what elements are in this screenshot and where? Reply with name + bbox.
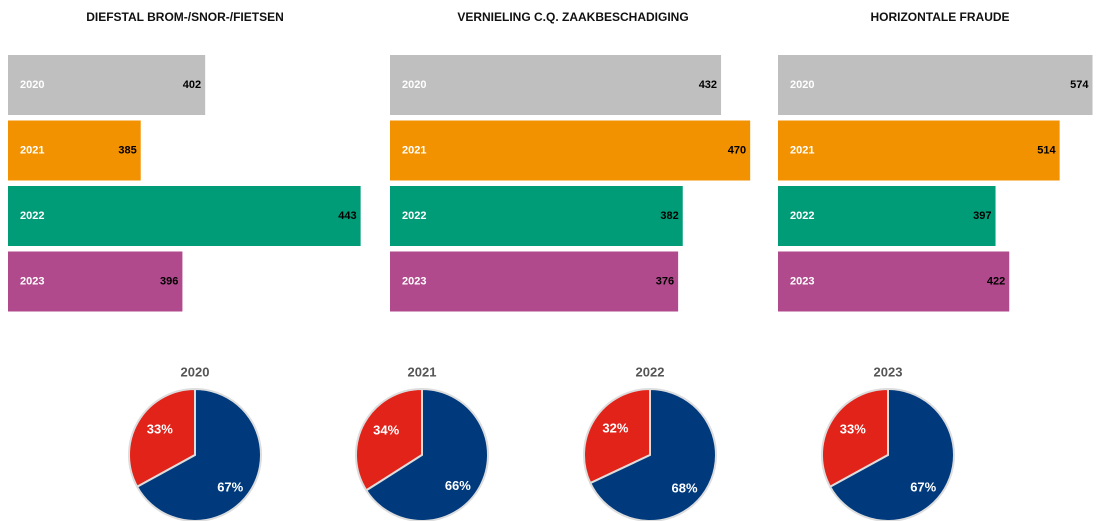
bar-category-label: 2021: [790, 144, 814, 156]
chart-title: VERNIELING C.Q. ZAAKBESCHADIGING: [457, 10, 688, 24]
pie-value-label: 33%: [147, 422, 173, 437]
bar: [8, 120, 141, 181]
bar-value-label: 382: [660, 210, 678, 222]
bar-category-label: 2023: [20, 275, 44, 287]
bar-category-label: 2023: [790, 275, 814, 287]
pie-slice: [135, 387, 262, 521]
pie-slice: [364, 387, 489, 521]
bar: [8, 251, 183, 312]
bar: [778, 186, 996, 246]
bar-value-label: 443: [338, 210, 356, 222]
pie-value-label: 68%: [672, 480, 698, 495]
pie-slice: [821, 387, 889, 489]
pie-value-label: 67%: [910, 479, 936, 494]
bar-category-label: 2021: [402, 144, 426, 156]
pie-slice: [583, 387, 651, 485]
bar: [778, 120, 1060, 181]
bar: [778, 251, 1010, 312]
bar-value-label: 514: [1037, 144, 1056, 156]
bar-category-label: 2020: [790, 79, 814, 91]
pie-title: 2022: [636, 364, 665, 379]
bar-value-label: 397: [973, 210, 991, 222]
bar-value-label: 396: [160, 275, 178, 287]
bar: [390, 186, 683, 246]
pie-slice: [588, 387, 717, 521]
bar-value-label: 376: [656, 275, 674, 287]
bar-value-label: 385: [118, 144, 136, 156]
pie-value-label: 67%: [217, 479, 243, 494]
bar-category-label: 2020: [20, 79, 44, 91]
bar: [390, 120, 751, 181]
bar-category-label: 2023: [402, 275, 426, 287]
pie-slice: [128, 387, 196, 489]
bar-value-label: 432: [699, 79, 717, 91]
pie-value-label: 34%: [373, 423, 399, 438]
pie-value-label: 66%: [445, 478, 471, 493]
bar-value-label: 422: [987, 275, 1005, 287]
bar: [8, 55, 206, 115]
bar-value-label: 470: [728, 144, 746, 156]
bar: [390, 251, 679, 312]
bar-category-label: 2022: [790, 210, 814, 222]
chart-title: DIEFSTAL BROM-/SNOR-/FIETSEN: [86, 10, 284, 24]
bar-category-label: 2020: [402, 79, 426, 91]
bar: [778, 55, 1093, 115]
pie-title: 2023: [874, 364, 903, 379]
bar: [8, 186, 361, 246]
chart-title: HORIZONTALE FRAUDE: [870, 10, 1009, 24]
bar-category-label: 2021: [20, 144, 44, 156]
bar-value-label: 402: [183, 79, 201, 91]
pie-title: 2020: [181, 364, 210, 379]
bar: [390, 55, 722, 115]
pie-value-label: 33%: [840, 422, 866, 437]
pie-slice: [828, 387, 955, 521]
bar-category-label: 2022: [402, 210, 426, 222]
bar-value-label: 574: [1070, 79, 1089, 91]
pie-value-label: 32%: [602, 421, 628, 436]
bar-category-label: 2022: [20, 210, 44, 222]
pie-title: 2021: [408, 364, 437, 379]
